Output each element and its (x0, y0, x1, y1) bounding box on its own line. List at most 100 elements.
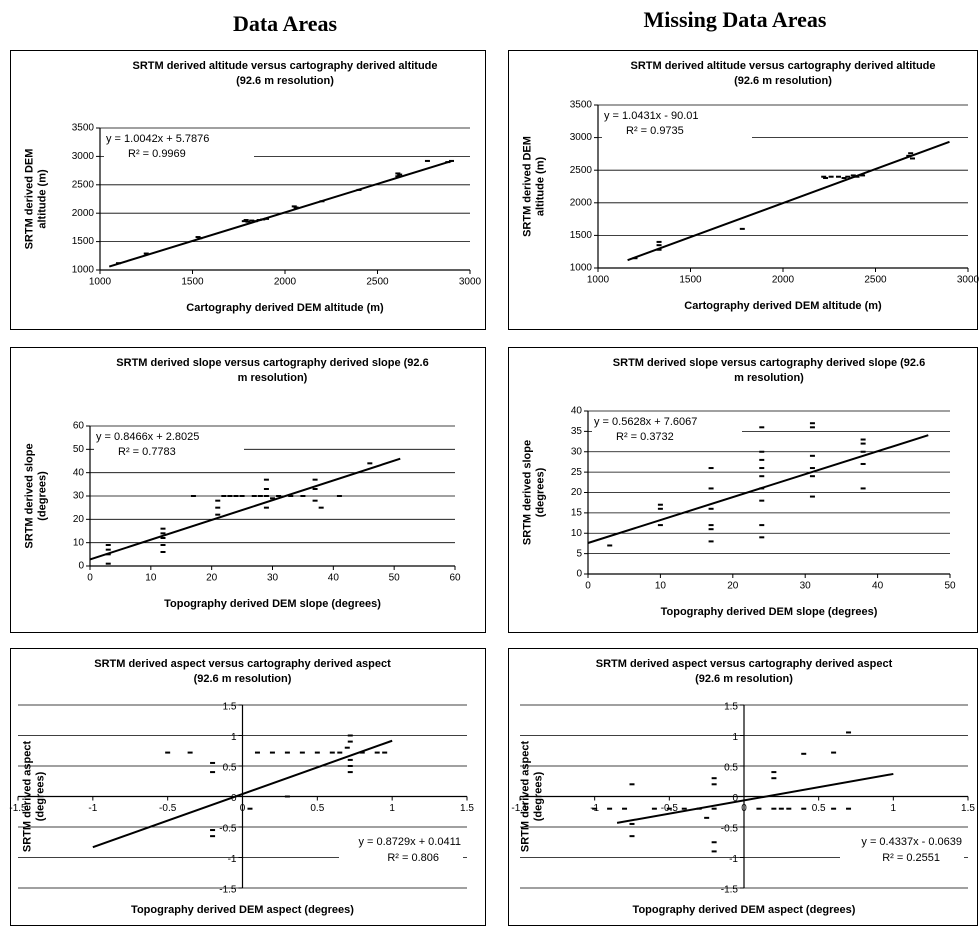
point (850, 174, 856, 177)
point (270, 497, 275, 500)
point (823, 177, 829, 180)
point (860, 442, 866, 445)
y-axis-label: SRTM derived slope (degrees) (23, 443, 48, 548)
point (233, 495, 239, 497)
y-tick-label: 25 (571, 467, 583, 478)
point (629, 822, 635, 825)
point (759, 467, 765, 470)
point (831, 807, 837, 810)
x-tick-label: -1 (88, 803, 97, 814)
point (241, 220, 247, 223)
point (105, 548, 111, 551)
point (187, 751, 193, 754)
point (771, 807, 777, 810)
y-axis-label: SRTM derived DEM altitude (m) (23, 149, 48, 250)
y-tick-label: 2000 (72, 208, 95, 219)
point (160, 527, 166, 530)
point (809, 454, 815, 457)
point (860, 450, 866, 453)
point (254, 751, 260, 754)
point (347, 765, 353, 767)
y-tick-label: 2500 (570, 165, 593, 176)
x-tick-label: 1500 (679, 275, 702, 286)
y-tick-label: 0 (576, 569, 582, 580)
y-tick-label: 1.5 (223, 702, 237, 713)
r-squared: R² = 0.806 (387, 852, 439, 864)
y-axis-label-line: (degrees) (36, 471, 48, 521)
panel-frame (508, 648, 978, 926)
chart-panel: SRTM derived slope versus cartography de… (10, 347, 486, 633)
y-tick-label: 1 (231, 732, 237, 743)
y-tick-label: 0 (78, 561, 84, 572)
point (105, 544, 111, 546)
trendline (108, 160, 452, 268)
x-tick-label: -1.5 (511, 803, 529, 814)
point (860, 174, 866, 177)
point (293, 206, 299, 209)
point (809, 475, 815, 478)
point (359, 751, 365, 754)
chart-panel: SRTM derived aspect versus cartography d… (9, 648, 486, 926)
point (860, 462, 866, 465)
point (215, 513, 221, 516)
point (160, 537, 166, 539)
x-tick-label: 1500 (181, 277, 204, 288)
x-tick-label: 10 (655, 581, 667, 592)
point (845, 175, 851, 178)
y-tick-label: 15 (571, 508, 583, 519)
x-tick-label: 0.5 (310, 803, 324, 814)
x-tick-label: 0 (87, 573, 93, 584)
point (759, 458, 765, 461)
point (210, 835, 216, 838)
point (347, 771, 353, 774)
point (210, 761, 216, 764)
point (239, 495, 245, 497)
point (221, 495, 227, 497)
r-squared: R² = 0.9969 (128, 148, 186, 160)
trendline (627, 140, 950, 262)
y-tick-label: -0.5 (219, 824, 237, 835)
point (336, 495, 342, 497)
point (860, 438, 866, 441)
x-axis-label: Topography derived DEM slope (degrees) (164, 598, 381, 610)
y-axis-label-line: SRTM derived slope (23, 443, 35, 548)
point (708, 467, 714, 470)
x-tick-label: 3000 (459, 277, 482, 288)
point (312, 478, 318, 481)
y-tick-label: 2500 (72, 179, 95, 190)
y-axis-label: SRTM derived DEM altitude (m) (521, 136, 546, 237)
point (801, 807, 807, 810)
y-tick-label: 2000 (570, 197, 593, 208)
point (105, 562, 111, 565)
x-axis-label: Cartography derived DEM altitude (m) (186, 302, 384, 314)
point (299, 751, 305, 754)
point (708, 487, 714, 490)
x-tick-label: 1.5 (961, 803, 975, 814)
point (257, 495, 263, 497)
point (908, 152, 914, 155)
chart-title: SRTM derived altitude versus cartography… (630, 60, 935, 72)
r-squared: R² = 0.9735 (626, 125, 684, 137)
chart-title: (92.6 m resolution) (194, 673, 292, 685)
y-tick-label: 50 (73, 444, 85, 455)
trendline (587, 434, 929, 544)
y-tick-label: 30 (73, 491, 85, 502)
point (657, 507, 663, 510)
x-tick-label: 1 (389, 803, 395, 814)
point (269, 751, 275, 754)
point (344, 746, 350, 749)
x-tick-label: -1.5 (9, 803, 27, 814)
point (284, 795, 290, 798)
point (312, 488, 318, 490)
y-tick-label: 1500 (570, 230, 593, 241)
trendline (92, 739, 393, 849)
x-tick-label: 1000 (89, 277, 112, 288)
point (846, 807, 852, 810)
point (160, 551, 166, 553)
y-tick-label: 1.5 (724, 702, 738, 713)
panel-frame (10, 50, 486, 330)
chart-title: SRTM derived aspect versus cartography d… (94, 658, 391, 670)
point (759, 499, 765, 502)
x-tick-label: -0.5 (159, 803, 177, 814)
point (711, 850, 717, 853)
